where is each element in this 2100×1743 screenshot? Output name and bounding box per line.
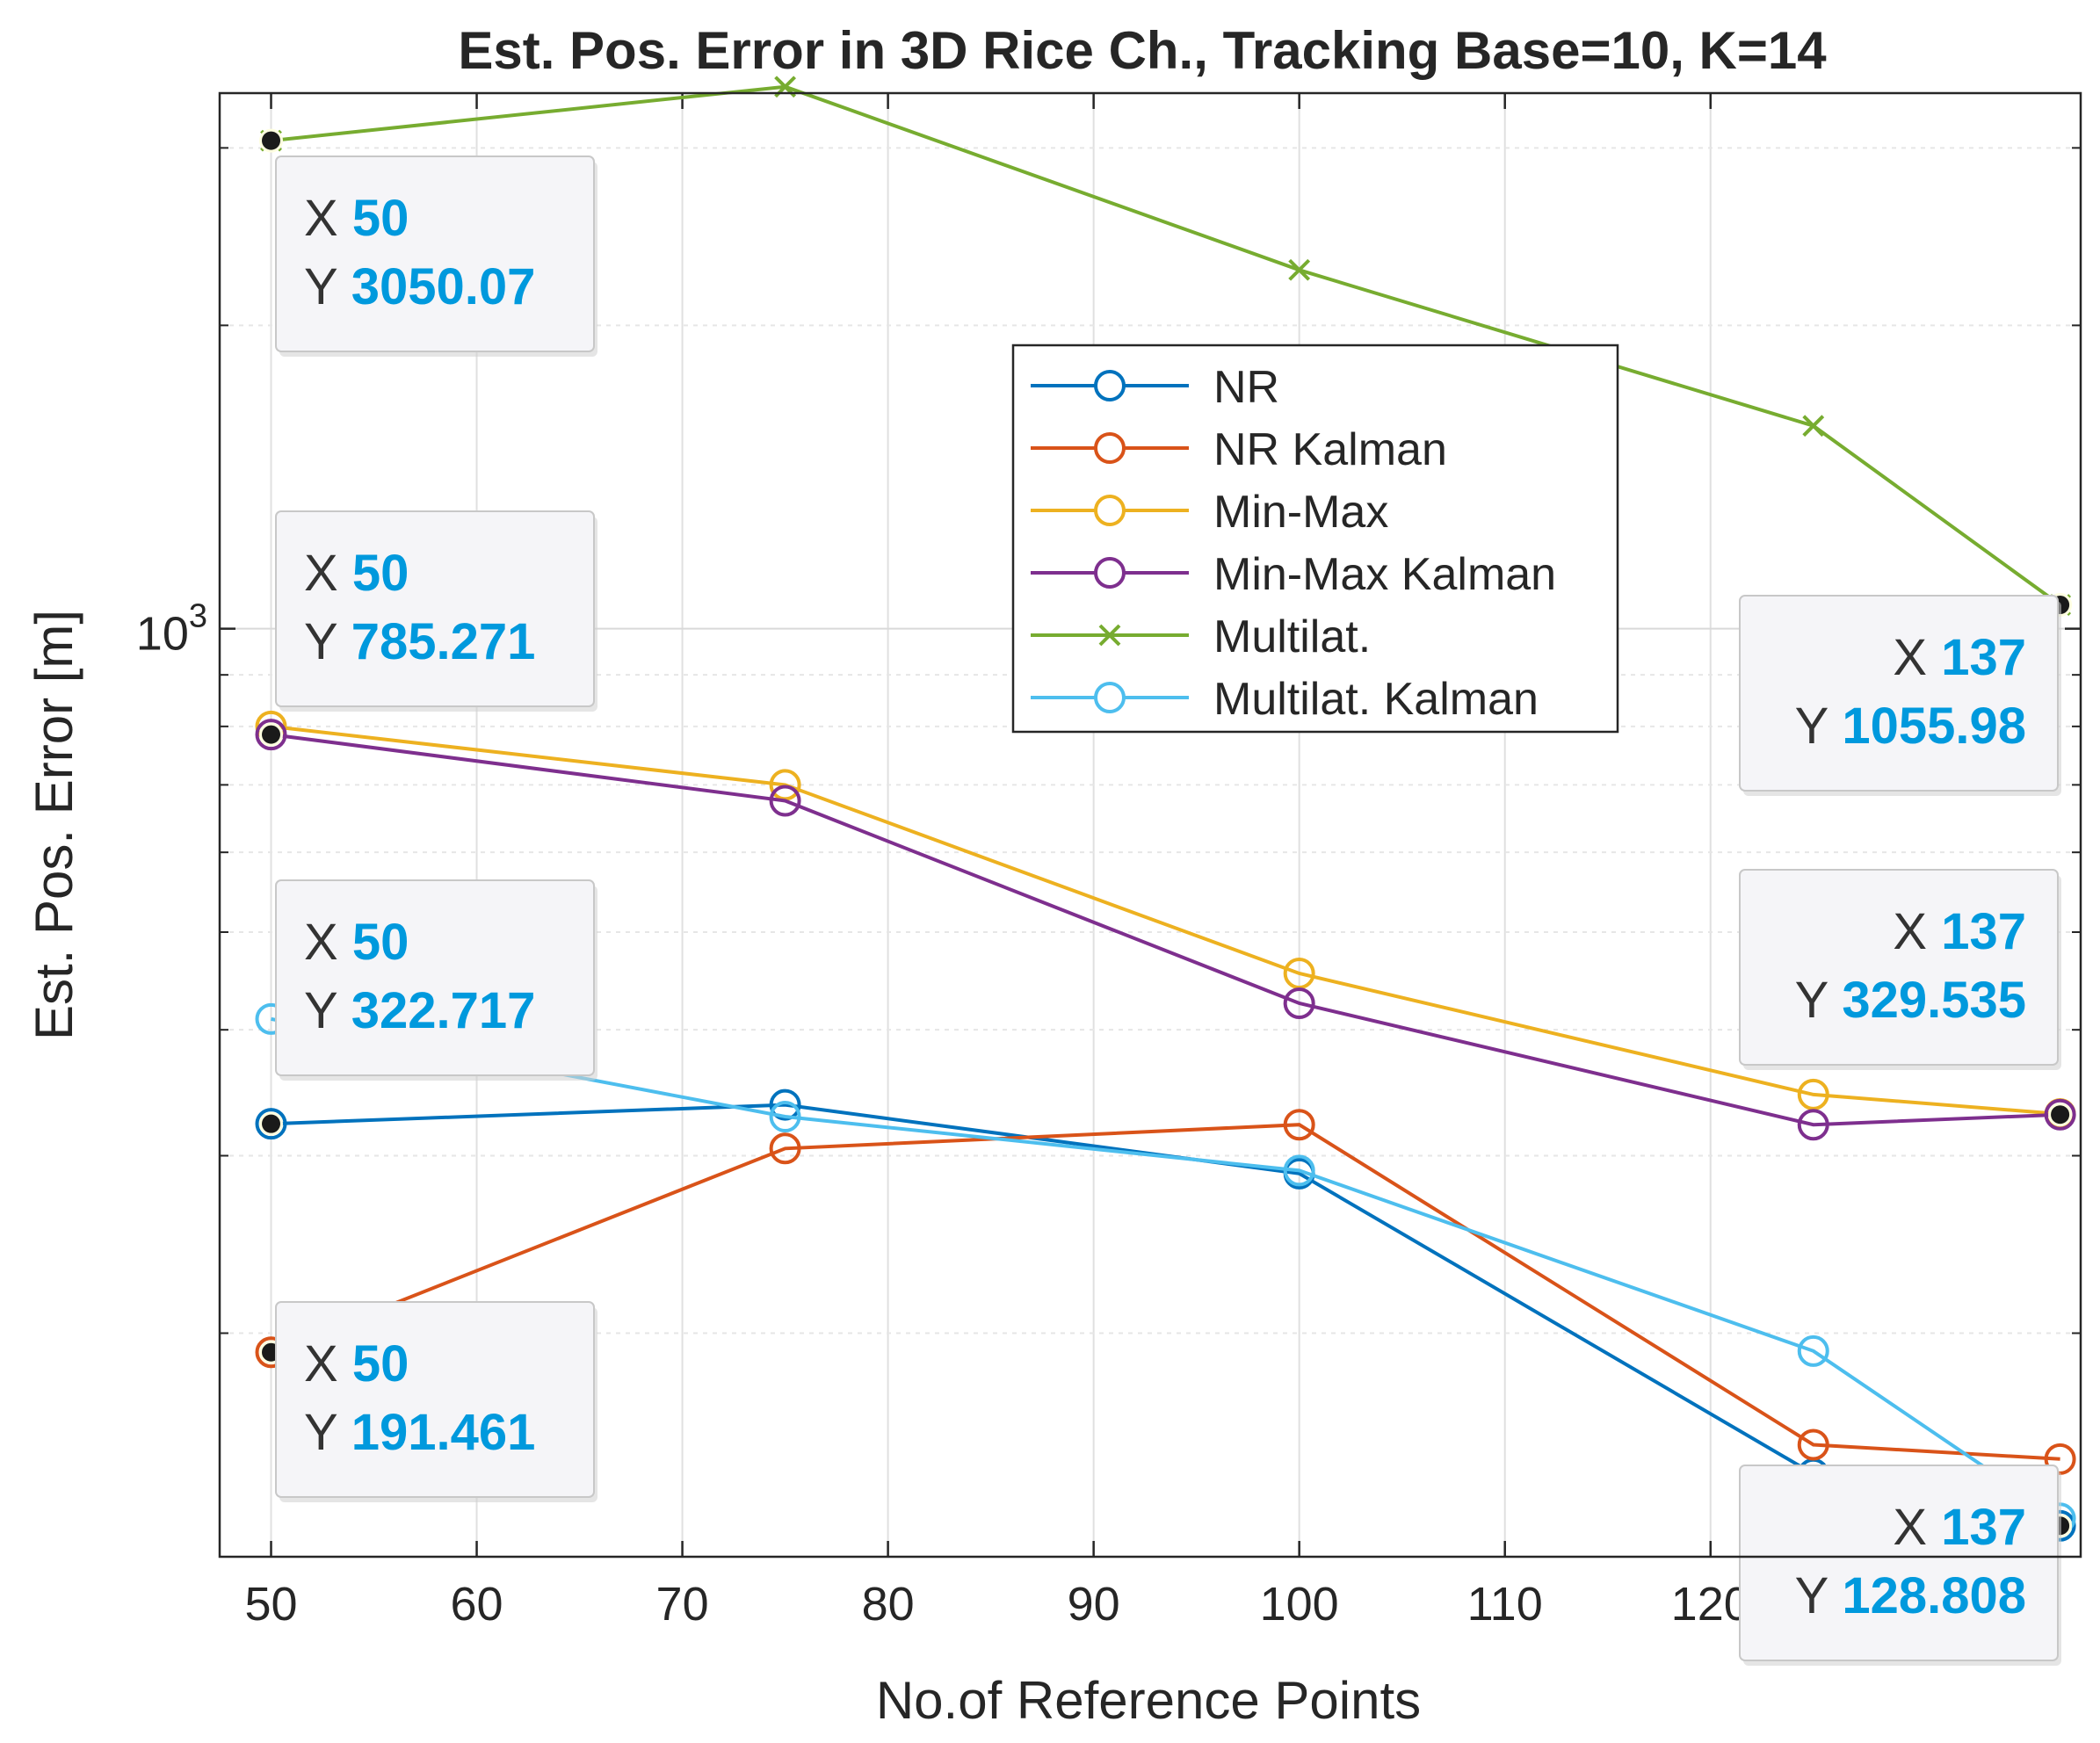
data-tip-box <box>1739 1465 2059 1661</box>
x-axis-ticks: 50 60 70 80 90 100 110 120 <box>244 93 1750 1631</box>
series-line <box>271 724 2060 1116</box>
x-tick-label: 90 <box>1068 1578 1120 1631</box>
legend-box <box>1011 344 1619 734</box>
series-line <box>270 1123 2060 1461</box>
x-tick-label: 110 <box>1467 1578 1543 1631</box>
data-tip-line: X 137 <box>1893 629 2026 686</box>
data-tip-marker <box>259 1111 284 1136</box>
data-tip: X 50 Y 785.271 <box>259 510 597 747</box>
legend-label: NR <box>1213 362 1279 413</box>
legend-marker <box>1094 370 1126 401</box>
data-tip-line: Y 1055.98 <box>1795 698 2026 755</box>
data-point <box>255 719 287 751</box>
data-point <box>769 1101 801 1133</box>
data-tip-marker <box>259 722 284 747</box>
data-tip: X 137 Y 128.808 <box>1739 1465 2073 1666</box>
data-point <box>769 1132 801 1165</box>
data-tip: X 137 Y 329.535 <box>1739 869 2073 1127</box>
x-tick-label: 70 <box>656 1578 709 1631</box>
data-tip-box <box>275 510 595 707</box>
legend-marker <box>1098 624 1121 647</box>
legend-label: Multilat. <box>1213 611 1371 662</box>
data-tip-box <box>1739 869 2059 1066</box>
data-point <box>1802 415 1825 438</box>
legend-item: NR <box>1031 362 1279 413</box>
data-tip-line: Y 128.808 <box>1795 1567 2026 1624</box>
data-tip-marker <box>259 128 284 153</box>
data-point <box>1283 1154 1315 1187</box>
legend-item: Multilat. Kalman <box>1031 674 1539 725</box>
data-tip-line: Y 329.535 <box>1795 972 2026 1029</box>
data-point <box>1288 258 1311 281</box>
legend-marker <box>1094 682 1126 713</box>
legend-marker <box>1094 495 1126 526</box>
y-tick-label: 103 <box>136 598 207 661</box>
data-tip-box <box>275 879 595 1076</box>
legend-label: Multilat. Kalman <box>1213 674 1539 725</box>
legend-item: Min-Max <box>1031 487 1388 538</box>
data-tip-line: Y 191.461 <box>304 1404 535 1461</box>
data-tip-line: Y 322.717 <box>304 982 535 1039</box>
y-axis-label: Est. Pos. Error [m] <box>25 610 83 1040</box>
data-tip-line: X 50 <box>304 545 409 602</box>
x-tick-label: 60 <box>451 1578 503 1631</box>
legend-item: Min-Max Kalman <box>1031 549 1556 600</box>
legend[interactable]: NR NR Kalman Min-Max Min-Max Kalman Multilat… <box>1011 344 1619 734</box>
legend-label: NR Kalman <box>1213 424 1447 475</box>
x-axis-label: No.of Reference Points <box>876 1671 1421 1730</box>
legend-label: Min-Max Kalman <box>1213 549 1556 600</box>
y-axis-ticks: 103 <box>136 147 2081 1334</box>
series-line <box>271 1016 2061 1520</box>
legend-marker <box>1094 557 1126 589</box>
legend-item: Multilat. <box>1031 611 1371 662</box>
legend-label: Min-Max <box>1213 487 1388 538</box>
chart-title: Est. Pos. Error in 3D Rice Ch., Tracking… <box>458 21 1827 80</box>
data-tip-line: X 50 <box>304 914 409 971</box>
data-tip-line: Y 3050.07 <box>304 258 535 315</box>
data-point <box>1283 987 1315 1019</box>
data-point <box>1797 1428 1829 1461</box>
legend-marker <box>1094 432 1126 464</box>
data-point <box>769 1088 801 1121</box>
data-point <box>1283 1109 1315 1141</box>
x-tick-label: 120 <box>1671 1578 1750 1631</box>
data-point <box>2044 1098 2076 1131</box>
data-tip: X 137 Y 1055.98 <box>1739 593 2073 796</box>
data-tip-marker <box>2048 1103 2073 1127</box>
data-tip-box <box>275 1301 595 1498</box>
data-tip: X 50 Y 191.461 <box>259 1301 597 1502</box>
x-tick-label: 100 <box>1260 1578 1339 1631</box>
data-tip-line: Y 785.271 <box>304 613 535 670</box>
data-tip-box <box>1739 595 2059 792</box>
x-tick-label: 80 <box>862 1578 915 1631</box>
data-point <box>1797 1078 1829 1110</box>
plot-area-border <box>218 91 2082 1559</box>
x-tick-label: 50 <box>244 1578 297 1631</box>
data-point <box>1797 1109 1829 1141</box>
data-point <box>255 1108 287 1140</box>
data-tip-line: X 50 <box>304 1335 409 1392</box>
data-point <box>769 785 801 817</box>
data-tip-line: X 137 <box>1893 903 2026 960</box>
series-line <box>271 733 2060 1127</box>
data-tip: X 50 Y 322.717 <box>259 879 597 1136</box>
data-tip-line: X 50 <box>304 190 409 247</box>
legend-item: NR Kalman <box>1031 424 1447 475</box>
data-point <box>769 769 801 801</box>
data-tip-line: X 137 <box>1893 1499 2026 1556</box>
data-tip: X 50 Y 3050.07 <box>259 128 597 357</box>
series-min-max-kalman <box>255 719 2076 1141</box>
data-point <box>1797 1334 1829 1367</box>
data-tip-box <box>275 155 595 352</box>
